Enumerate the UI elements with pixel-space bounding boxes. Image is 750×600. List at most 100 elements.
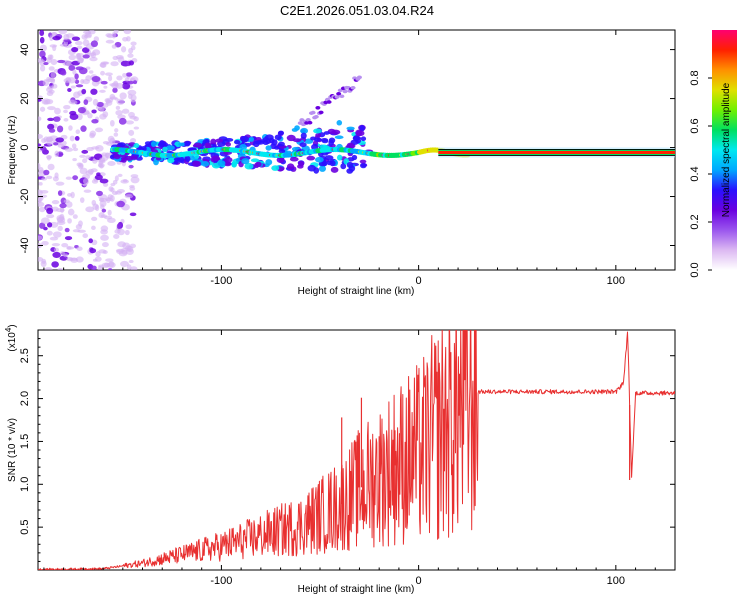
spectrogram-band-cell xyxy=(192,160,202,167)
snr-y-tick-label: 1.0 xyxy=(19,477,31,492)
spectrogram-noise-cell xyxy=(51,32,58,36)
spectrogram-noise-cell xyxy=(50,71,56,79)
spectrogram-noise-cell xyxy=(127,89,137,96)
spectrogram-noise-cell xyxy=(89,56,98,62)
spectrogram-band-cell xyxy=(184,155,191,162)
spectrogram-noise-cell xyxy=(87,112,93,119)
spectrogram-noise-cell xyxy=(49,221,59,228)
spectrogram-noise-cell xyxy=(133,116,139,122)
spectrogram-band-cell xyxy=(215,138,224,143)
colorbar-tick-label: 0.2 xyxy=(689,214,701,229)
spectrogram-noise-cell xyxy=(39,106,46,112)
spectrogram-noise-cell xyxy=(99,113,107,120)
spectrogram-noise-cell xyxy=(47,163,55,171)
spectrogram-noise-cell xyxy=(89,132,96,139)
spectrogram-band-cell xyxy=(274,134,282,141)
spectrogram-noise-cell xyxy=(91,199,97,206)
spectrogram-noise-cell xyxy=(70,257,79,263)
spectrogram-noise-cell xyxy=(128,259,134,264)
spectrogram-noise-cell xyxy=(117,228,125,236)
spectrogram-noise-cell xyxy=(128,129,135,136)
snr-y-tick-label: 2.5 xyxy=(19,348,31,363)
spectrogram-y-tick-label: 0 xyxy=(19,144,31,150)
spectrogram-noise-cell xyxy=(116,189,125,193)
spectrogram-band-cell xyxy=(118,142,126,147)
spectrogram-secondary-cell xyxy=(315,105,321,110)
spectrogram-band-cell xyxy=(336,120,343,126)
spectrogram-band-cell xyxy=(329,160,336,167)
spectrogram-noise-cell xyxy=(100,234,109,241)
spectrogram-noise-cell xyxy=(46,230,53,236)
spectrogram-noise-cell xyxy=(71,143,77,149)
spectrogram-noise-cell xyxy=(38,163,41,170)
spectrogram-noise-cell xyxy=(75,84,84,88)
spectrogram-noise-cell xyxy=(99,178,109,184)
spectrogram-noise-cell xyxy=(133,126,140,130)
colorbar-tick-label: 0.4 xyxy=(689,166,701,181)
snr-scale-base: (x10 xyxy=(7,332,18,352)
spectrogram-noise-cell xyxy=(57,59,66,64)
spectrogram-band-cell xyxy=(351,154,358,161)
spectrogram-noise-cell xyxy=(55,181,65,186)
spectrogram-noise-cell xyxy=(85,66,91,70)
spectrogram-band-cell xyxy=(265,159,273,166)
spectrogram-noise-cell xyxy=(56,125,64,133)
spectrogram-noise-cell xyxy=(98,264,104,268)
spectrogram-noise-cell xyxy=(127,53,134,58)
spectrogram-noise-cell xyxy=(110,183,116,187)
spectrogram-noise-cell xyxy=(125,72,133,77)
spectrogram-noise-cell xyxy=(48,128,56,133)
spectrogram-noise-cell xyxy=(43,169,50,176)
spectrogram-band-cell xyxy=(144,141,152,146)
spectrogram-band-cell xyxy=(255,136,262,141)
spectrogram-band-cell xyxy=(211,155,220,162)
spectrogram-noise-cell xyxy=(74,73,79,80)
spectrogram-noise-cell xyxy=(80,125,87,132)
spectrogram-marks xyxy=(38,30,675,270)
spectrogram-band-cell xyxy=(271,165,280,171)
spectrogram-noise-cell xyxy=(129,137,137,144)
spectrogram-band-cell xyxy=(255,161,262,168)
spectrogram-noise-cell xyxy=(52,35,61,41)
spectrogram-noise-cell xyxy=(79,197,85,203)
snr-x-tick-label: 100 xyxy=(607,575,625,587)
spectrogram-noise-cell xyxy=(117,173,123,177)
spectrogram-noise-cell xyxy=(94,174,103,181)
spectrogram-band-cell xyxy=(241,158,250,165)
spectrogram-noise-cell xyxy=(87,168,94,175)
spectrogram-noise-cell xyxy=(115,109,123,116)
spectrogram-noise-cell xyxy=(90,88,98,95)
spectrogram-noise-cell xyxy=(130,99,136,103)
spectrogram-noise-cell xyxy=(130,266,138,270)
spectrogram-noise-cell xyxy=(67,208,75,216)
spectrogram-noise-cell xyxy=(64,147,74,152)
spectrogram-noise-cell xyxy=(46,155,51,161)
spectrogram-band-cell xyxy=(310,136,317,141)
spectrogram-noise-cell xyxy=(103,215,113,220)
spectrogram-noise-cell xyxy=(50,58,58,66)
spectrogram-band-cell xyxy=(150,141,157,147)
spectrogram-noise-cell xyxy=(81,88,87,95)
spectrogram-noise-cell xyxy=(46,175,53,180)
spectrogram-band-cell xyxy=(315,133,322,138)
spectrogram-band-cell xyxy=(276,156,285,164)
spectrogram-band-cell xyxy=(277,130,285,136)
spectrogram-noise-cell xyxy=(56,220,66,226)
spectrogram-y-tick-label: 40 xyxy=(19,43,31,55)
spectrogram-noise-cell xyxy=(133,80,138,85)
spectrogram-band-cell xyxy=(167,157,175,164)
spectrogram-noise-cell xyxy=(74,41,83,46)
spectrogram-noise-cell xyxy=(124,194,134,199)
spectrogram-noise-cell xyxy=(61,242,69,248)
spectrogram-band-cell xyxy=(225,142,232,147)
spectrogram-noise-cell xyxy=(125,248,134,256)
spectrogram-band-cell xyxy=(313,128,322,134)
spectrogram-noise-cell xyxy=(48,66,55,71)
spectrogram-noise-cell xyxy=(82,177,89,185)
spectrogram-band-cell xyxy=(346,126,355,131)
spectrogram-noise-cell xyxy=(101,208,107,213)
spectrogram-noise-cell xyxy=(122,82,131,90)
spectrogram-noise-cell xyxy=(68,54,76,61)
spectrogram-noise-cell xyxy=(67,88,72,93)
spectrogram-noise-cell xyxy=(51,83,58,89)
